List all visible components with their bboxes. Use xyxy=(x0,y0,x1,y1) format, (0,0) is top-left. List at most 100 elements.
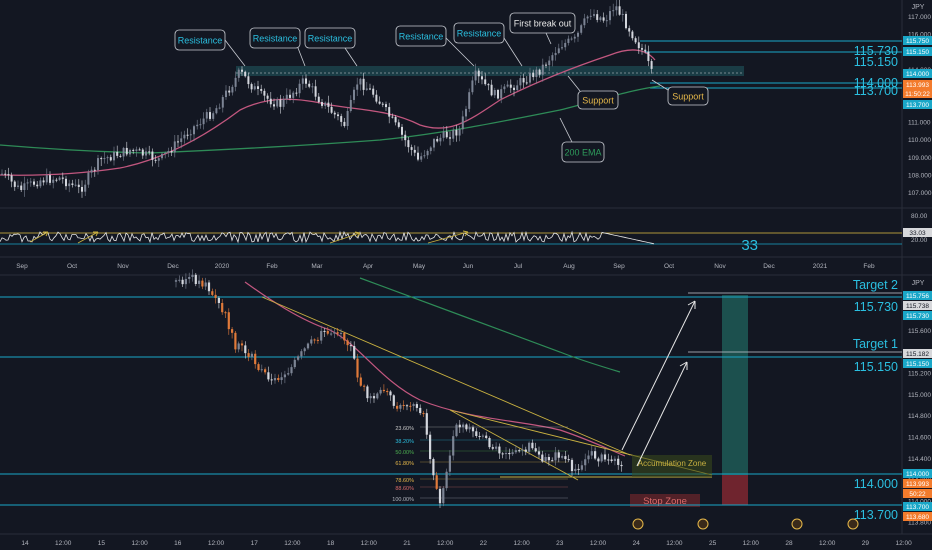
candle xyxy=(410,147,413,150)
oscillator-line xyxy=(0,230,655,245)
candle xyxy=(77,184,80,187)
candle xyxy=(425,413,428,435)
candle xyxy=(583,18,586,26)
event-icon[interactable] xyxy=(632,518,644,530)
candle xyxy=(452,436,455,456)
candle xyxy=(475,431,478,437)
candle xyxy=(455,424,458,437)
time-axis-label: Aug xyxy=(563,263,575,270)
candle xyxy=(589,15,592,17)
time-axis-label: 14 xyxy=(21,540,29,547)
ma-50-line xyxy=(244,281,626,457)
time-axis-label: 12:00 xyxy=(208,540,225,547)
bottom-panel: JPY Stop Zone 23.60% 38.20% 50.00% 61.80% 78… xyxy=(0,269,932,534)
price-axis-tick: 110.000 xyxy=(908,137,931,144)
candle xyxy=(379,389,382,394)
resistance-label: Resistance xyxy=(457,29,502,39)
candle xyxy=(231,329,234,333)
candle xyxy=(397,122,400,127)
level-label: 115.730 xyxy=(854,44,898,58)
candle xyxy=(106,157,109,159)
candle xyxy=(409,405,412,407)
candle xyxy=(214,294,217,298)
candle xyxy=(495,446,498,449)
candle xyxy=(491,447,494,449)
accumulation-zone xyxy=(632,455,712,477)
candle xyxy=(132,149,135,151)
price-tag: 115.150 xyxy=(906,49,929,56)
candle xyxy=(273,104,275,107)
candle xyxy=(68,183,71,187)
candle xyxy=(283,374,286,378)
event-icon[interactable] xyxy=(697,518,709,530)
resistance-callout: Resistance xyxy=(304,27,358,67)
time-axis-label: Dec xyxy=(167,263,179,270)
price-axis-tick: 114.600 xyxy=(908,435,931,442)
event-icon[interactable] xyxy=(847,518,859,530)
resistance-label: Resistance xyxy=(308,34,353,44)
candle xyxy=(442,488,445,504)
candle xyxy=(209,112,211,119)
candle xyxy=(513,87,515,90)
candle xyxy=(356,358,359,378)
candle xyxy=(528,442,531,452)
time-axis-label: 23 xyxy=(556,540,564,547)
candle xyxy=(580,465,583,470)
candle xyxy=(317,96,320,103)
accumulation-label: Accumulation Zone xyxy=(638,459,707,468)
candle xyxy=(557,48,560,54)
candle xyxy=(461,116,464,130)
candle xyxy=(637,42,640,49)
candle xyxy=(535,69,538,78)
price-axis-tick: 114.000 xyxy=(908,498,931,505)
candle xyxy=(270,379,273,381)
time-axis-label: 12:00 xyxy=(361,540,378,547)
candle xyxy=(481,76,483,80)
level-label: 114.000 xyxy=(854,477,898,491)
candle xyxy=(422,413,425,415)
candle xyxy=(532,72,535,78)
candle xyxy=(228,90,231,93)
candle xyxy=(401,126,403,135)
candle xyxy=(300,351,303,357)
event-icon[interactable] xyxy=(791,518,803,530)
candle xyxy=(554,452,557,461)
candle xyxy=(597,458,600,462)
time-axis-label: 12:00 xyxy=(284,540,301,547)
price-tag: 50:22 xyxy=(909,491,926,498)
candle xyxy=(650,61,653,69)
candle xyxy=(641,48,643,50)
candle xyxy=(561,456,564,458)
candle xyxy=(119,155,122,157)
target-zone xyxy=(722,295,748,475)
candle xyxy=(321,102,323,106)
candle xyxy=(157,158,160,161)
candle xyxy=(29,181,32,183)
candle xyxy=(181,279,184,285)
time-axis-label: 2021 xyxy=(813,263,828,270)
time-axis-label: 12:00 xyxy=(131,540,148,547)
candle xyxy=(311,86,314,88)
osc-tick: 20.00 xyxy=(911,237,928,244)
time-axis-label: Feb xyxy=(863,263,875,270)
candle xyxy=(448,455,451,472)
candle xyxy=(389,391,392,396)
support-label: Support xyxy=(582,96,614,106)
candle xyxy=(391,116,394,118)
price-tag: 115.182 xyxy=(906,351,929,358)
time-axis-label: 12:00 xyxy=(513,540,530,547)
candle xyxy=(436,139,439,142)
candle xyxy=(260,88,263,91)
support-callout: Support xyxy=(567,75,619,110)
price-tags: 115.750 115.150 114.000 113.993 11:50:22… xyxy=(903,36,932,109)
candle xyxy=(65,178,67,187)
candle xyxy=(577,468,580,470)
candle xyxy=(548,60,551,66)
candle xyxy=(547,457,550,461)
candle xyxy=(269,98,272,105)
candle xyxy=(234,332,237,350)
candle xyxy=(295,92,298,94)
candle xyxy=(478,436,481,438)
candle xyxy=(201,280,204,287)
candle xyxy=(353,346,356,359)
